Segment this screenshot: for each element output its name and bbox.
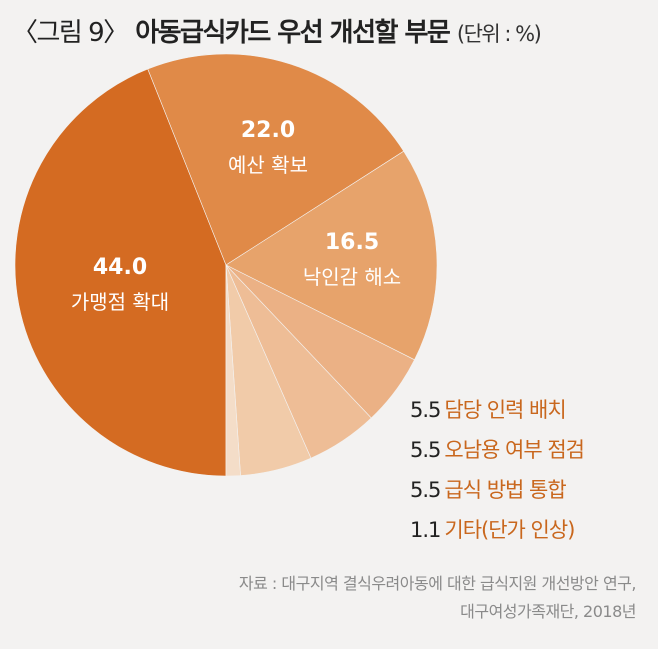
slice-value: 22.0 <box>240 118 296 143</box>
source-note: 자료 : 대구지역 결식우려아동에 대한 급식지원 개선방안 연구, 대구여성가… <box>238 570 637 626</box>
legend-label: 기타(단가 인상) <box>444 518 575 542</box>
slice-label-0: 44.0 가맹점 확대 <box>71 255 169 315</box>
chart-title: 〈그림 9〉 아동급식카드 우선 개선할 부문 (단위 : %) <box>12 12 542 49</box>
slice-name: 예산 확보 <box>228 153 308 177</box>
legend-item: 1.1 기타(단가 인상) <box>410 514 584 554</box>
figure-number: 〈그림 9〉 <box>12 18 129 48</box>
pie-slice-1 <box>147 53 405 266</box>
slice-value: 44.0 <box>92 255 148 280</box>
legend-value: 1.1 <box>410 518 441 542</box>
slice-name: 가맹점 확대 <box>70 290 170 314</box>
pie-slice-2 <box>225 150 438 361</box>
legend-value: 5.5 <box>410 398 441 422</box>
legend: 5.5 담당 인력 배치 5.5 오남용 여부 점검 5.5 급식 방법 통합 1.1… <box>410 394 585 554</box>
legend-label: 급식 방법 통합 <box>444 478 566 502</box>
slice-name: 낙인감 해소 <box>302 265 402 289</box>
legend-item: 5.5 급식 방법 통합 <box>410 474 584 514</box>
title-text: 아동급식카드 우선 개선할 부문 <box>135 18 451 48</box>
pie-slice-6 <box>225 264 241 477</box>
pie-slice-0 <box>14 68 227 477</box>
legend-item: 5.5 오남용 여부 점검 <box>410 434 585 474</box>
source-line: 대구여성가족재단, 2018년 <box>460 602 636 621</box>
legend-value: 5.5 <box>410 478 441 502</box>
slice-label-2: 16.5 낙인감 해소 <box>303 230 401 290</box>
slice-value: 16.5 <box>324 230 380 255</box>
slice-label-1: 22.0 예산 확보 <box>228 118 308 178</box>
source-line: 자료 : 대구지역 결식우려아동에 대한 급식지원 개선방안 연구, <box>238 574 637 593</box>
legend-value: 5.5 <box>410 438 441 462</box>
legend-label: 오남용 여부 점검 <box>444 438 585 462</box>
unit-label: (단위 : %) <box>456 22 542 46</box>
legend-item: 5.5 담당 인력 배치 <box>410 394 584 434</box>
legend-label: 담당 인력 배치 <box>444 398 566 422</box>
